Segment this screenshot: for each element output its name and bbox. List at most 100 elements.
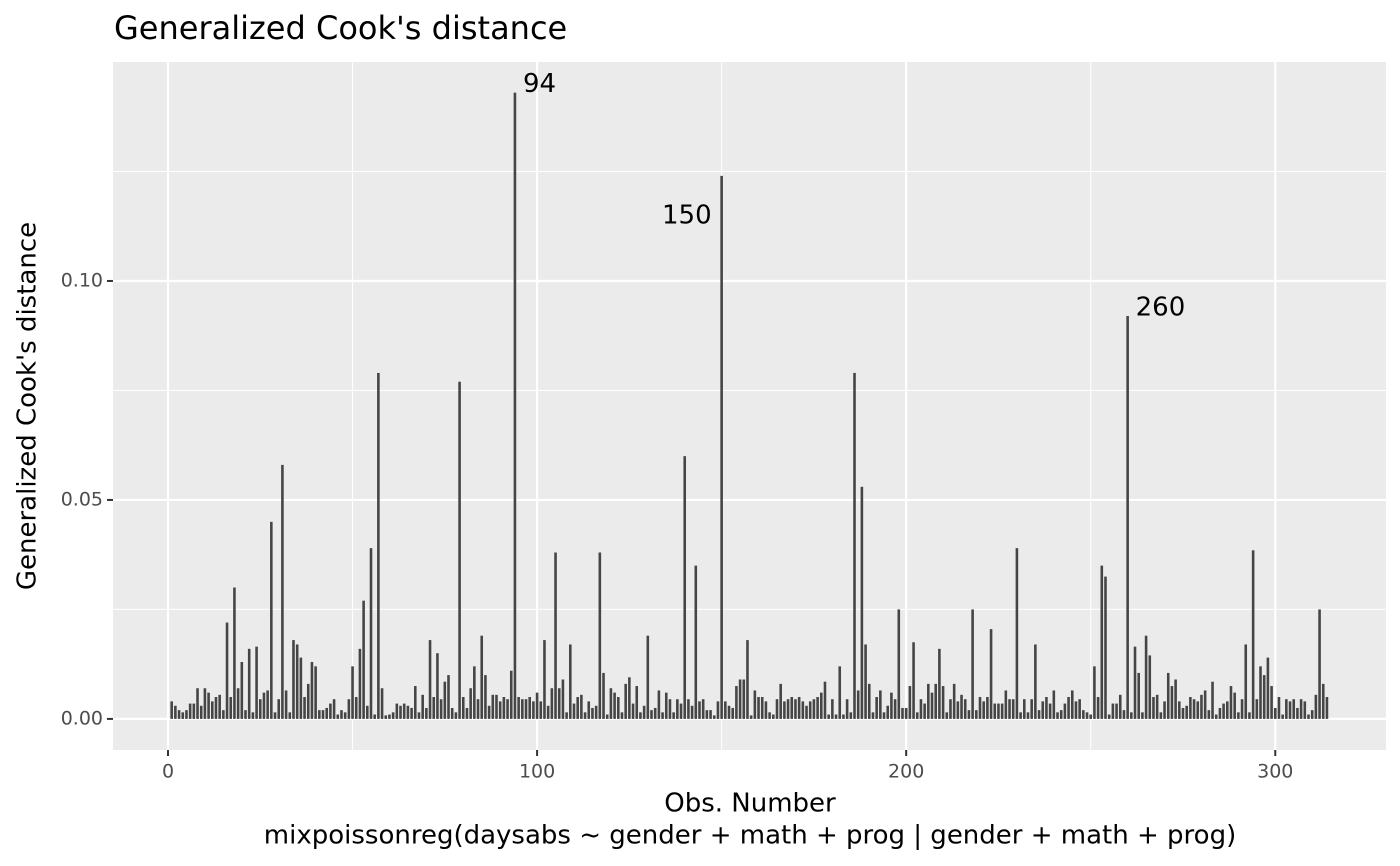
bar — [1130, 712, 1133, 719]
bar — [746, 640, 749, 719]
bar — [1266, 657, 1270, 719]
bar — [432, 697, 436, 719]
bar — [233, 587, 236, 719]
bar — [1214, 714, 1218, 719]
bar — [1070, 690, 1074, 719]
bar — [786, 699, 790, 719]
bar — [517, 697, 520, 719]
bar — [521, 699, 524, 719]
bar — [672, 712, 675, 719]
bar — [1111, 703, 1115, 719]
bar — [1056, 712, 1059, 719]
bar — [1270, 686, 1273, 719]
bar — [480, 635, 484, 719]
bar — [236, 688, 240, 719]
bar — [701, 699, 705, 719]
bar — [1303, 701, 1307, 719]
bar — [764, 701, 768, 719]
bar — [218, 694, 221, 719]
bar — [1148, 655, 1152, 719]
bar — [842, 714, 845, 719]
bar — [845, 699, 849, 719]
bar — [288, 712, 292, 719]
bar — [192, 703, 196, 719]
bar — [354, 697, 358, 719]
bar — [410, 707, 413, 719]
bar — [550, 688, 554, 719]
bar — [273, 712, 277, 719]
bar — [281, 464, 284, 719]
bar — [1218, 707, 1222, 719]
bar — [306, 683, 310, 719]
bar — [727, 705, 731, 719]
bar — [1000, 703, 1004, 719]
bar — [391, 712, 395, 719]
bar — [487, 705, 491, 719]
bar — [1240, 699, 1244, 719]
bar — [240, 661, 244, 719]
bar — [915, 712, 919, 719]
bar — [277, 699, 281, 719]
bar — [738, 679, 742, 719]
bar — [251, 712, 255, 719]
bar — [890, 692, 893, 719]
bar — [546, 705, 550, 719]
bar — [299, 657, 303, 719]
bar — [930, 692, 934, 719]
y-tick-label: 0.00 — [61, 707, 103, 729]
bar — [469, 688, 472, 719]
bar — [642, 705, 646, 719]
bar — [923, 703, 926, 719]
bar — [576, 697, 579, 719]
bar — [1222, 703, 1225, 719]
bar — [498, 701, 502, 719]
x-tick-label: 100 — [519, 761, 555, 783]
bar — [819, 692, 823, 719]
bar — [694, 565, 698, 719]
bar — [225, 622, 229, 719]
bar — [978, 697, 982, 719]
bar — [1089, 714, 1093, 719]
bar — [886, 705, 890, 719]
bar — [447, 675, 450, 719]
x-tick-label: 200 — [888, 761, 924, 783]
bar — [993, 703, 997, 719]
bar — [1225, 701, 1229, 719]
bar — [635, 686, 639, 719]
bar — [310, 661, 314, 719]
bar — [303, 697, 306, 719]
bar — [808, 701, 812, 719]
bar — [1159, 712, 1163, 719]
bar — [569, 644, 572, 719]
bar — [867, 683, 871, 719]
bar — [395, 703, 399, 719]
bar — [583, 712, 587, 719]
bar — [801, 701, 805, 719]
bar — [428, 640, 432, 719]
x-tick-label: 300 — [1257, 761, 1293, 783]
bar — [539, 701, 543, 719]
bar — [177, 710, 181, 719]
y-tick-label: 0.05 — [61, 488, 103, 510]
bar — [1277, 697, 1281, 719]
bar — [960, 694, 963, 719]
bar — [196, 688, 199, 719]
bar — [853, 372, 856, 719]
bar — [812, 699, 816, 719]
bar — [949, 699, 952, 719]
bar — [203, 688, 207, 719]
bar — [897, 609, 901, 719]
bar — [1052, 690, 1056, 719]
bar — [742, 679, 746, 719]
bar — [402, 703, 406, 719]
bar — [1093, 666, 1096, 719]
bar — [292, 640, 295, 719]
bar — [1292, 699, 1296, 719]
bar — [831, 699, 834, 719]
bar — [436, 653, 439, 719]
bar — [982, 701, 985, 719]
bar — [502, 697, 506, 719]
bar — [927, 683, 930, 719]
y-tick-label: 0.10 — [61, 269, 103, 291]
bar — [1285, 699, 1288, 719]
